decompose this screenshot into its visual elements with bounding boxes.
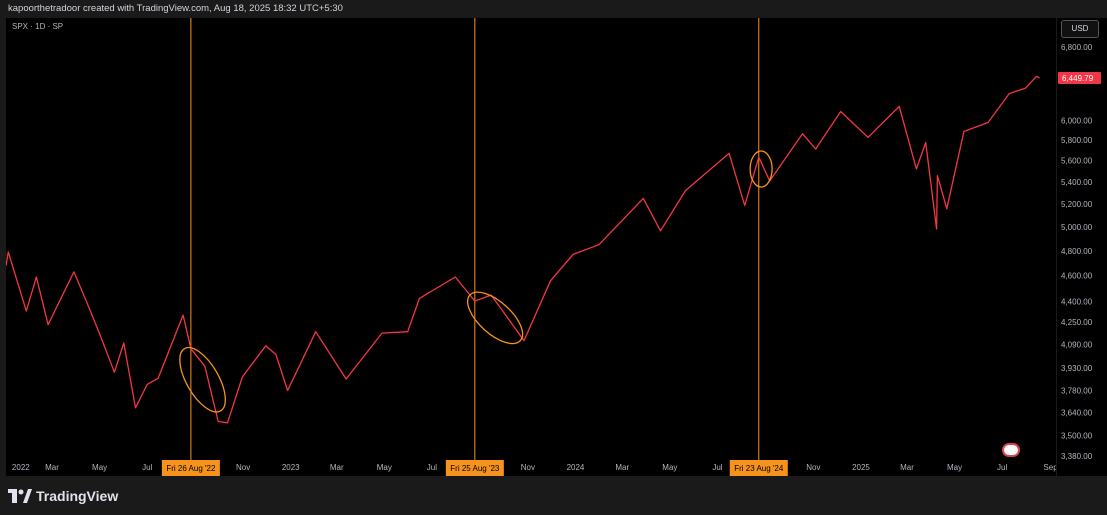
x-tick-label: May [947,463,962,472]
us-flag-icon[interactable] [1002,443,1020,457]
tradingview-logo-icon [8,489,32,503]
date-marker-badge [445,460,504,476]
y-tick-label: 5,400.00 [1061,178,1093,187]
x-tick-label: Jul [142,463,152,472]
y-tick-label: 3,930.00 [1061,364,1093,373]
x-tick-label: Jul [997,463,1007,472]
y-tick-label: 5,000.00 [1061,223,1093,232]
annotation-ellipse [467,291,524,345]
y-tick-label: 3,640.00 [1061,409,1093,418]
y-tick-label: 5,200.00 [1061,200,1093,209]
y-tick-label: 3,500.00 [1061,432,1093,441]
currency-selector[interactable]: USD [1061,20,1099,38]
x-tick-label: Mar [900,463,914,472]
x-tick-label: 2022 [12,463,30,472]
x-tick-label: Mar [615,463,629,472]
brand-name: TradingView [36,488,119,504]
date-marker-label: Fri 25 Aug '23 [450,464,500,473]
symbol-label: SPX · 1D · SP [12,22,64,31]
x-tick-label: Mar [45,463,59,472]
x-tick-label: 2024 [567,463,585,472]
x-tick-label: Nov [806,463,820,472]
y-tick-label: 6,800.00 [1061,43,1093,52]
y-tick-label: 5,800.00 [1061,136,1093,145]
x-tick-label: 2023 [282,463,300,472]
y-tick-label: 5,600.00 [1061,157,1093,166]
y-tick-label: 3,780.00 [1061,387,1093,396]
price-axis-svg: 6,800.00 6,000.00 5,800.00 5,600.00 5,400.00… [1058,43,1101,461]
y-tick-label: 4,090.00 [1061,340,1093,349]
x-tick-label: Jul [712,463,722,472]
x-tick-label: Jul [427,463,437,472]
y-tick-label: 4,600.00 [1061,272,1093,281]
last-price-badge [1058,71,1101,84]
y-tick-label: 3,380.00 [1061,452,1093,461]
annotation-ellipse [749,150,773,188]
date-marker-badge [161,460,220,476]
date-marker-label: Fri 23 Aug '24 [734,464,784,473]
chart-header: kapoorthetradoor created with TradingVie… [8,3,343,14]
y-tick-label: 6,000.00 [1061,116,1093,125]
x-tick-label: May [377,463,392,472]
tradingview-logo[interactable]: TradingView [8,488,118,504]
x-tick-label: Mar [330,463,344,472]
price-chart[interactable]: 2022 Mar May Jul Nov 2023 Mar May Jul Nov 2024 Mar M… [5,18,1058,476]
date-marker-badge [729,460,788,476]
chart-area[interactable]: 2022 Mar May Jul Nov 2023 Mar May Jul Nov 2024 Mar M… [5,18,1058,476]
x-tick-label: Nov [236,463,250,472]
x-tick-label: 2025 [852,463,870,472]
footer [0,480,1107,515]
y-tick-label: 4,400.00 [1061,298,1093,307]
x-tick-label: Nov [521,463,535,472]
annotation-ellipse [179,346,226,413]
x-tick-label: Sep [1043,463,1056,472]
last-price-label: 6,449.79 [1062,74,1094,83]
price-axis[interactable]: 6,800.00 6,000.00 5,800.00 5,600.00 5,400.00… [1057,18,1107,476]
y-tick-label: 4,800.00 [1061,247,1093,256]
y-tick-label: 4,250.00 [1061,318,1093,327]
x-tick-label: May [662,463,677,472]
date-marker-label: Fri 26 Aug '22 [166,464,216,473]
x-tick-label: May [92,463,107,472]
spx-price-line [5,75,1040,424]
